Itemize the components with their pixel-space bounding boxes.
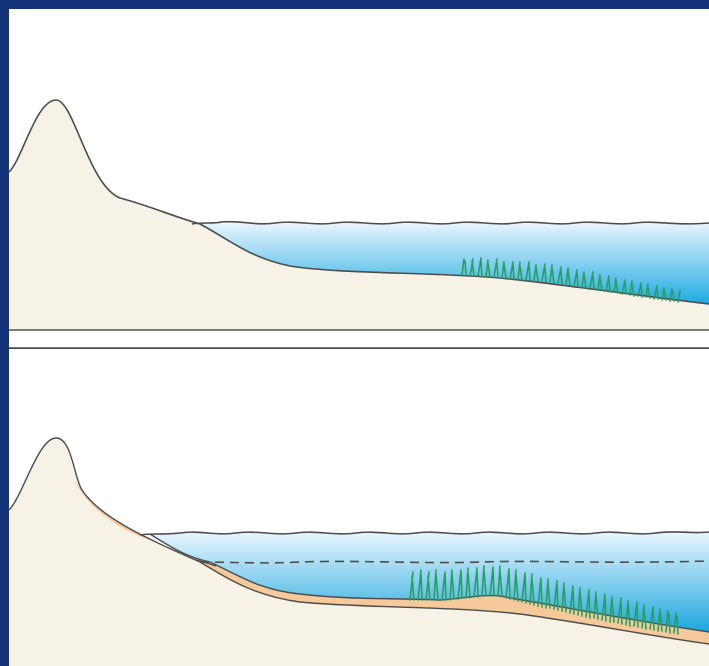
panel-future — [8, 349, 709, 666]
water-surface — [139, 531, 709, 536]
seagrass-bed — [409, 565, 679, 635]
dune-outline — [8, 99, 201, 225]
panel-present — [8, 9, 709, 330]
old-shore-tick — [195, 559, 217, 567]
seabed-line — [199, 223, 709, 305]
dune-land — [9, 100, 709, 330]
former-water-level-dashed — [199, 560, 709, 564]
seagrass-bed — [461, 257, 681, 303]
water-body — [150, 531, 709, 632]
water-surface — [191, 220, 709, 225]
dune-outline — [8, 437, 709, 645]
dune-land — [9, 438, 709, 666]
panel-divider-gap — [9, 330, 709, 348]
